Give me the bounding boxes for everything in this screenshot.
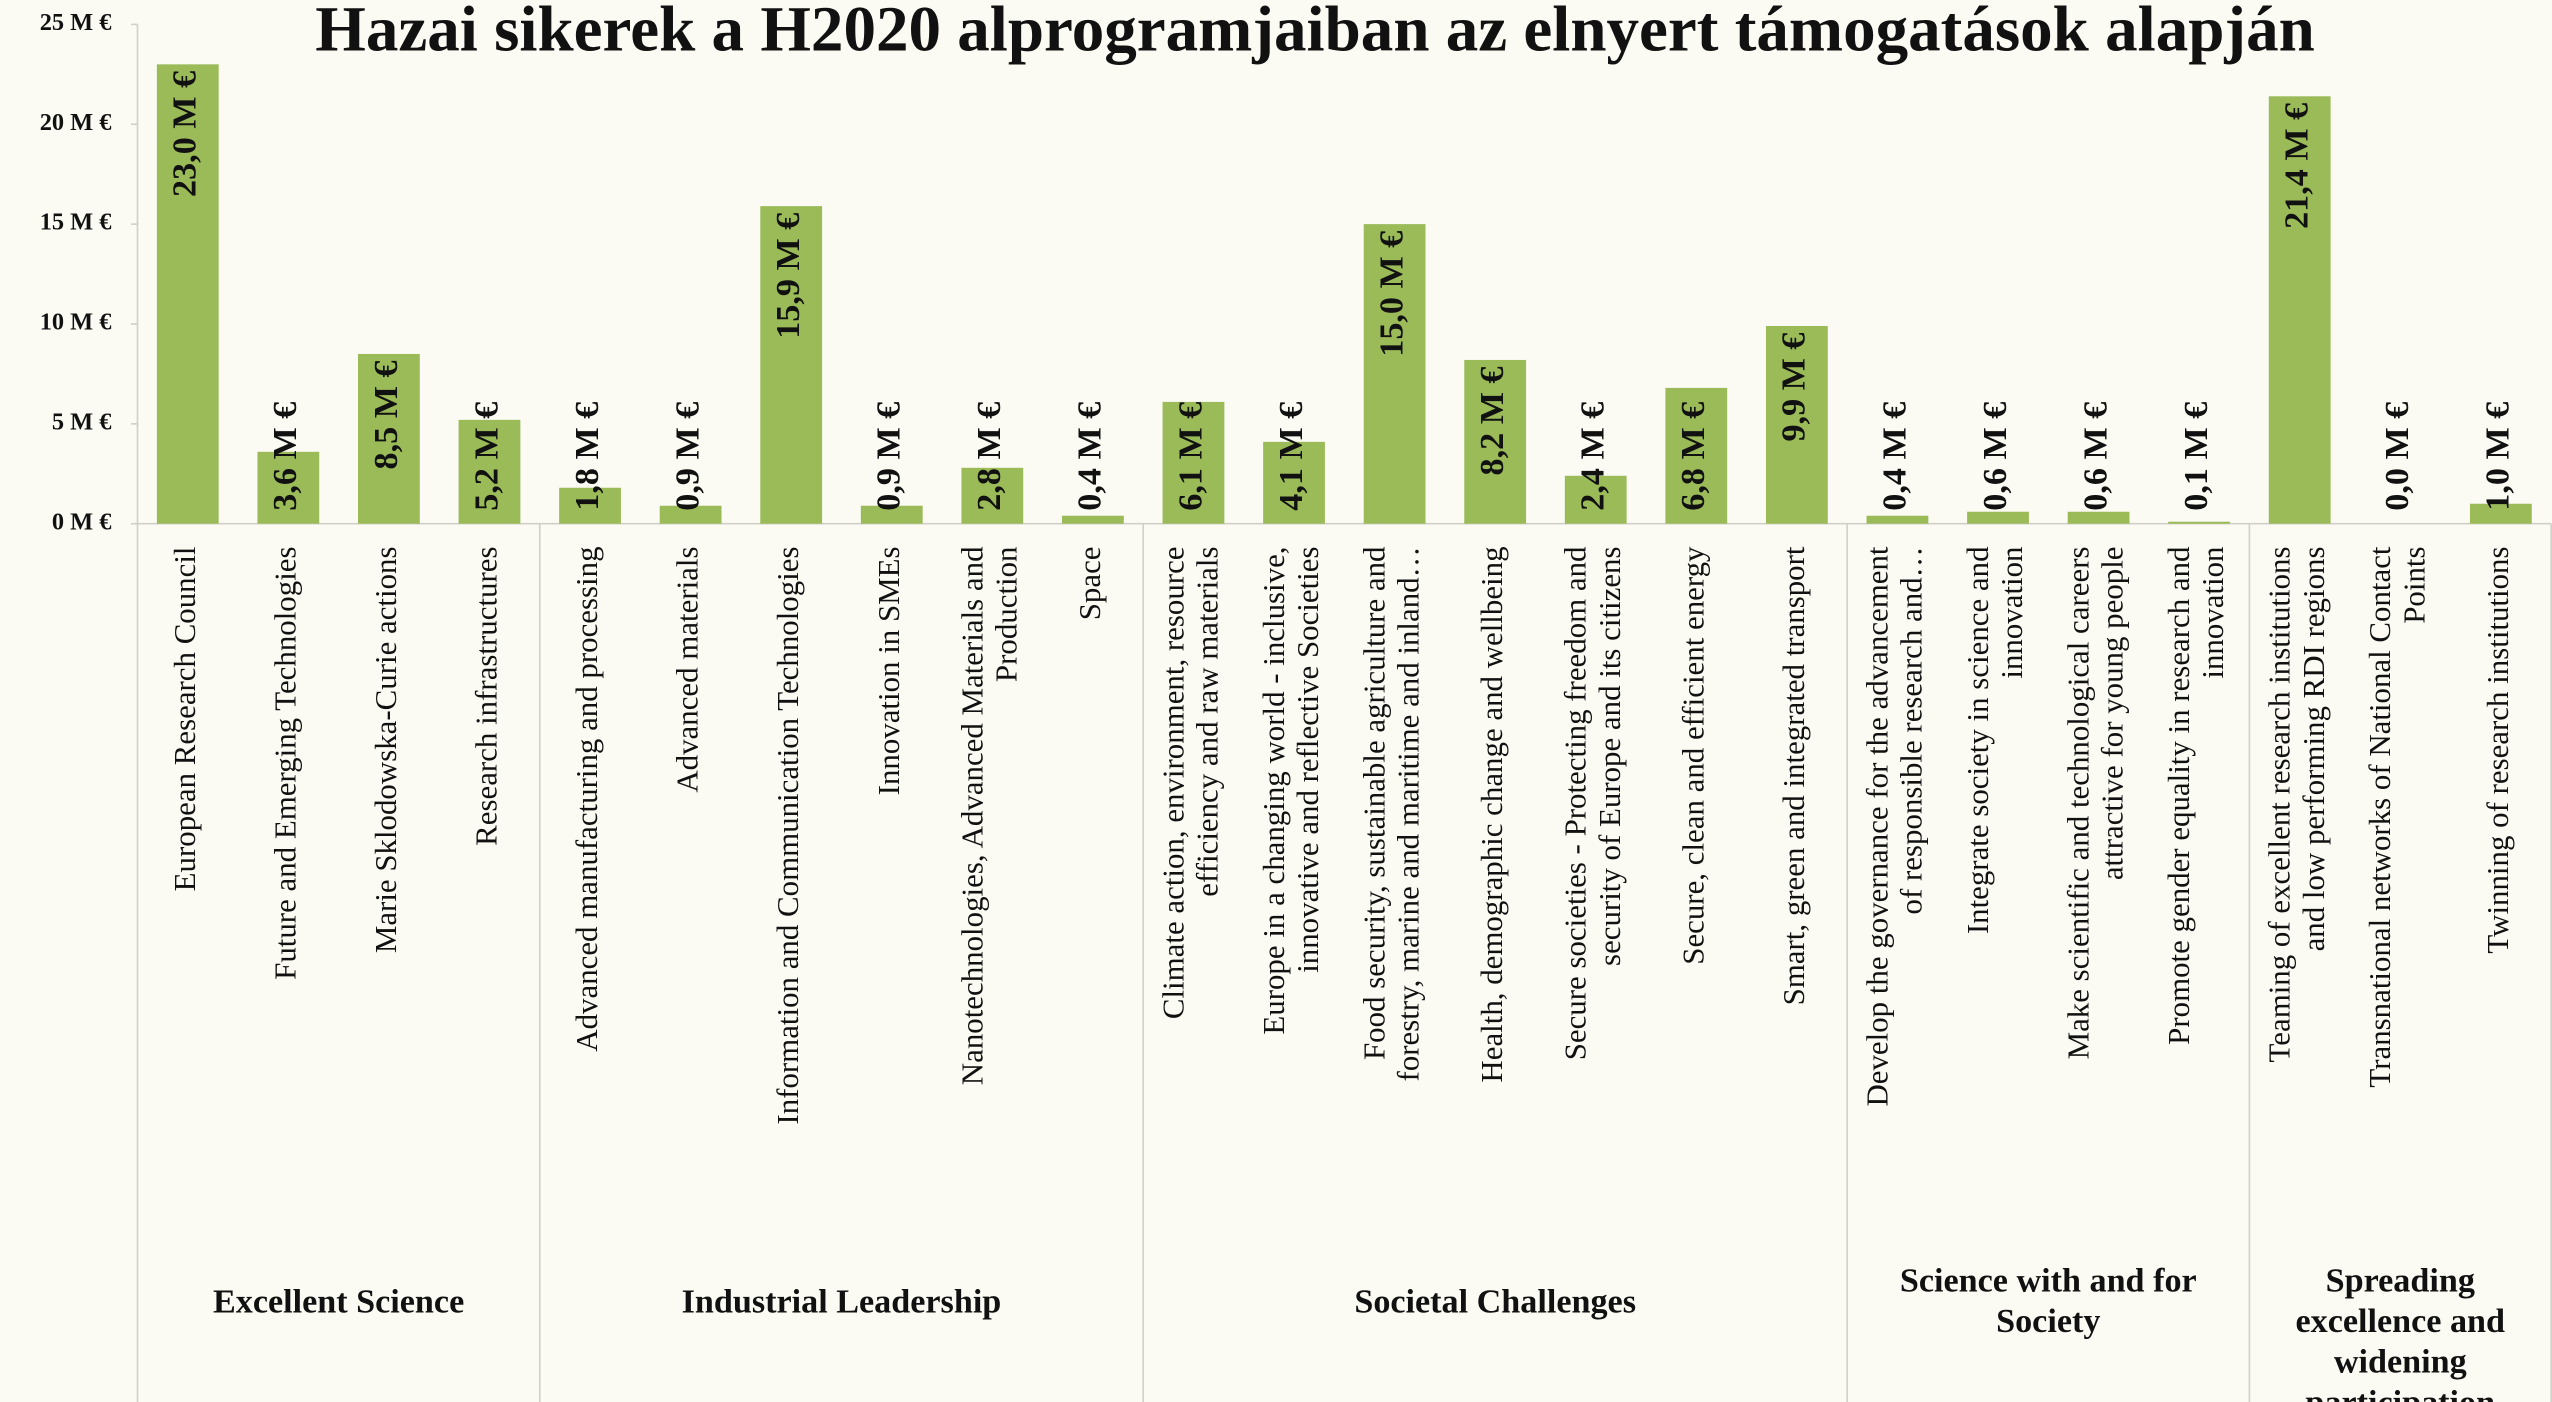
bar [559,487,621,524]
x-tick-label: Marie Sklodowska-Curie actions [368,546,403,953]
bar [760,206,823,524]
data-label: 0,6 M € [1977,402,2014,511]
bar [1665,387,1728,524]
x-tick-label: Make scientific and technological career… [2061,546,2130,1059]
y-tick-label: 5 M € [52,408,112,435]
data-label: 23,0 M € [167,71,204,197]
data-label: 0,1 M € [2178,402,2215,511]
bar [1363,224,1426,524]
x-tick-label: Food security, sustainable agriculture a… [1357,546,1426,1082]
y-tick-label: 10 M € [40,309,112,336]
data-label: 3,6 M € [267,402,304,511]
data-label: 6,8 M € [1675,402,1712,511]
data-label: 8,2 M € [1474,366,1511,475]
bar [156,64,219,524]
group-label: Industrial Leadership [682,1283,1002,1320]
data-label: 4,1 M € [1273,402,1310,511]
data-label: 2,8 M € [971,402,1008,511]
bar [1765,325,1828,524]
x-tick-label: European Research Council [167,546,202,891]
data-label: 0,6 M € [2077,402,2114,511]
data-label: 0,9 M € [669,402,706,511]
y-tick-label: 25 M € [40,9,112,36]
data-label: 0,4 M € [1072,402,1109,511]
group-label: Excellent Science [213,1283,464,1320]
bar [2067,511,2130,524]
bar [358,353,420,524]
data-label: 8,5 M € [368,360,405,469]
data-label: 0,0 M € [2379,402,2416,511]
bar [1263,441,1325,524]
bar [1564,475,1627,524]
data-label: 2,4 M € [1575,402,1612,511]
bar [1464,359,1527,524]
data-label: 21,4 M € [2279,103,2316,229]
bar [1061,515,1124,524]
x-tick-label: Secure, clean and efficient energy [1675,546,1710,965]
x-tick-label: Advanced materials [670,546,705,792]
x-tick-label: Nanotechnologies, Advanced Materials and… [954,546,1023,1085]
x-tick-label: Climate action, environment, resourceeff… [1155,546,1224,1019]
x-tick-label: Innovation in SMEs [871,546,906,795]
x-tick-label: Space [1072,546,1107,620]
x-tick-label: Information and Communication Technologi… [770,546,805,1124]
x-tick-label: Health, demographic change and wellbeing [1474,546,1509,1082]
data-label: 1,0 M € [2480,402,2517,511]
data-label: 0,4 M € [1876,402,1913,511]
bar [1162,401,1225,524]
data-label: 1,8 M € [569,402,606,511]
bar [2268,96,2331,524]
bar [458,419,521,524]
bar [257,451,320,524]
chart-title: Hazai sikerek a H2020 alprogramjaiban az… [315,0,2315,66]
x-tick-label: Europe in a changing world - inclusive,i… [1256,546,1325,1034]
y-tick-label: 15 M € [40,209,112,236]
y-tick-label: 0 M € [52,508,112,535]
bar [659,505,722,524]
data-label: 15,9 M € [770,213,807,339]
bar [860,505,923,524]
x-tick-label: Smart, green and integrated transport [1776,546,1811,1005]
x-tick-label: Integrate society in science andinnovati… [1960,546,2029,934]
data-label: 6,1 M € [1172,402,1209,511]
x-tick-label: Transnational networks of National Conta… [2362,546,2431,1087]
bar [1967,511,2029,524]
data-label: 0,9 M € [871,402,908,511]
group-label: Societal Challenges [1354,1283,1636,1320]
x-tick-label: Future and Emerging Technologies [267,546,302,979]
x-tick-label: Promote gender equality in research andi… [2161,546,2230,1045]
bar [1866,515,1929,524]
data-label: 15,0 M € [1373,231,1410,357]
x-tick-label: Twinning of research institutions [2480,546,2515,953]
bar [961,467,1024,524]
x-tick-label: Teaming of excellent research institutio… [2262,546,2331,1062]
x-tick-label: Research infrastructures [469,546,504,845]
data-label: 5,2 M € [468,402,505,511]
y-tick-label: 20 M € [40,109,112,136]
x-tick-label: Advanced manufacturing and processing [569,546,604,1051]
data-label: 9,9 M € [1776,332,1813,441]
bar [2168,521,2231,524]
x-tick-label: Develop the governance for the advanceme… [1859,546,1928,1106]
group-label: Science with and for Society [1900,1262,2197,1340]
bar [2469,503,2532,524]
x-tick-label: Secure societies - Protecting freedom an… [1558,546,1627,1060]
